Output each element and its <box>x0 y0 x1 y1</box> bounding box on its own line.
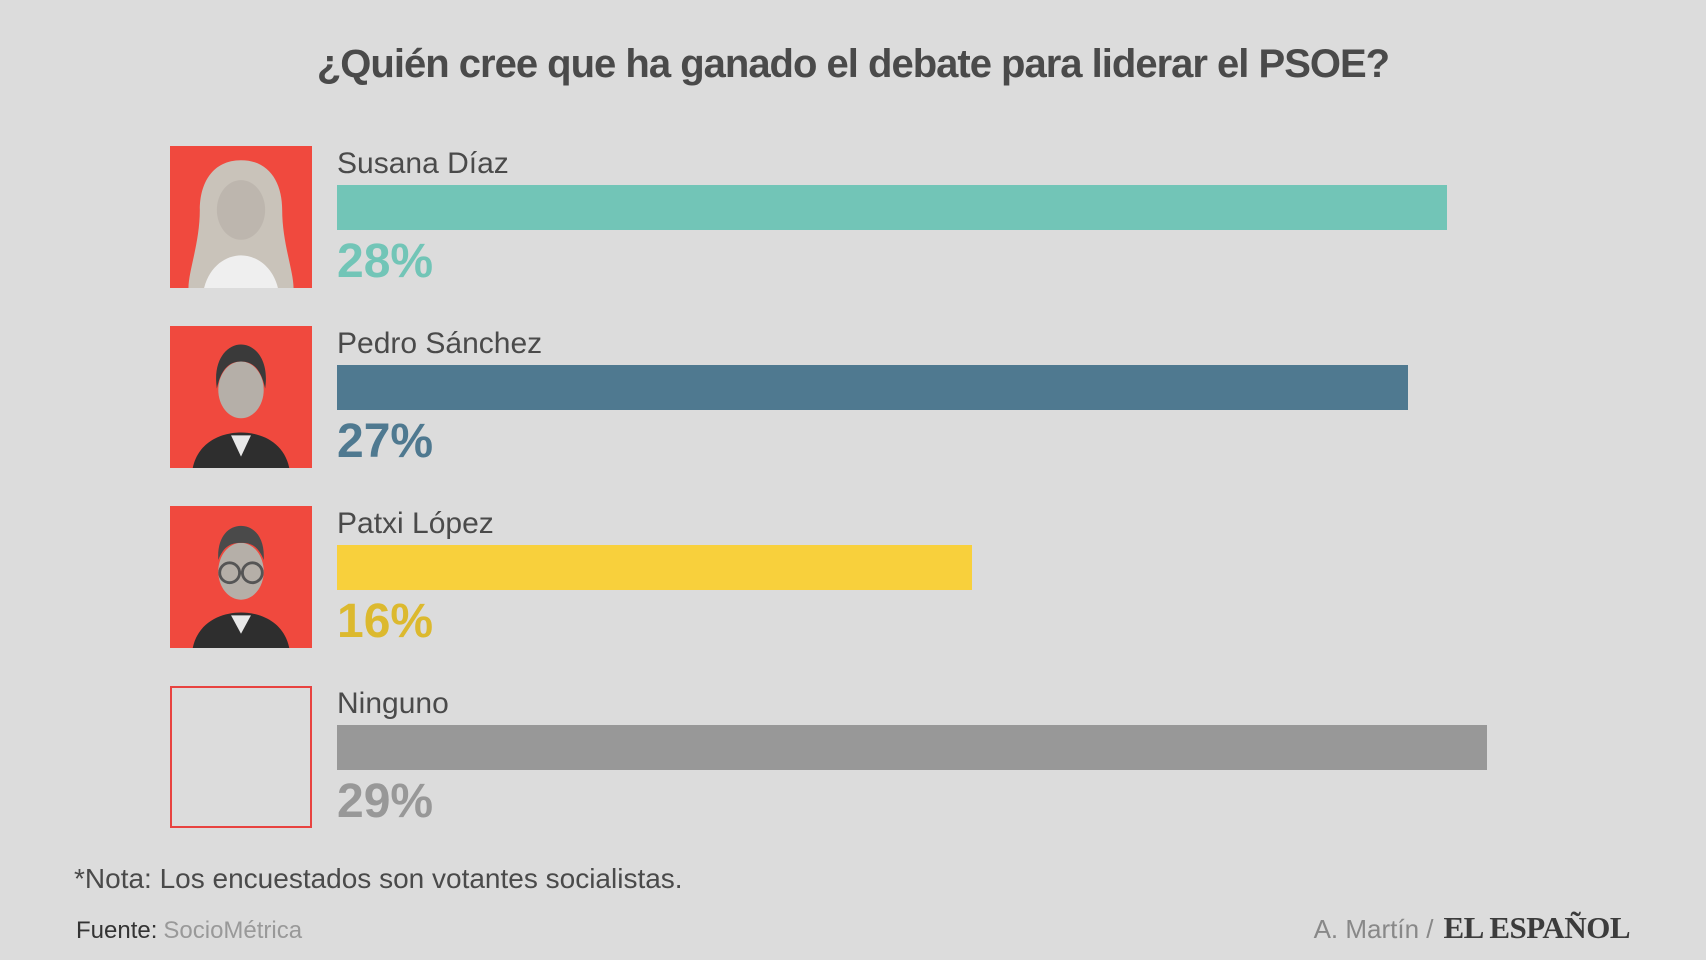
person-silhouette-icon <box>188 160 294 288</box>
chart-row: Susana Díaz 28% <box>170 146 1487 288</box>
candidate-name: Ninguno <box>337 687 449 720</box>
value-label: 28% <box>337 235 434 288</box>
value-label: 29% <box>337 775 434 828</box>
chart-row: Pedro Sánchez 27% <box>170 326 1487 468</box>
candidate-name: Patxi López <box>337 507 494 540</box>
value-bar <box>337 725 1487 770</box>
value-bar <box>337 545 972 590</box>
credit-author: A. Martín / <box>1313 914 1434 944</box>
ninguno-empty-box <box>170 686 312 828</box>
source-line: Fuente: SocioMétrica <box>76 916 302 946</box>
candidate-name: Pedro Sánchez <box>337 327 543 360</box>
value-bar <box>337 185 1447 230</box>
value-label: 27% <box>337 415 434 468</box>
credit-line: A. Martín / EL ESPAÑOL <box>1313 910 1631 946</box>
footnote: *Nota: Los encuestados son votantes soci… <box>74 863 683 894</box>
person-silhouette-icon <box>192 344 290 468</box>
source-label: Fuente: <box>76 917 158 944</box>
person-silhouette-icon <box>192 525 290 648</box>
value-label: 16% <box>337 595 434 648</box>
candidate-name: Susana Díaz <box>337 147 509 180</box>
bar-chart: Susana Díaz 28% Pedro Sánchez 27% Patxi Lópe… <box>170 146 1487 866</box>
pedro-sanchez-photo <box>170 326 312 468</box>
el-espanol-logo: EL ESPAÑOL <box>1443 910 1630 945</box>
patxi-lopez-photo <box>170 506 312 648</box>
page-title: ¿Quién cree que ha ganado el debate para… <box>316 42 1390 86</box>
chart-row: Ninguno 29% <box>170 686 1487 828</box>
chart-row: Patxi López 16% <box>170 506 1487 648</box>
source-name: SocioMétrica <box>163 917 303 944</box>
susana-diaz-photo <box>170 146 312 288</box>
value-bar <box>337 365 1408 410</box>
